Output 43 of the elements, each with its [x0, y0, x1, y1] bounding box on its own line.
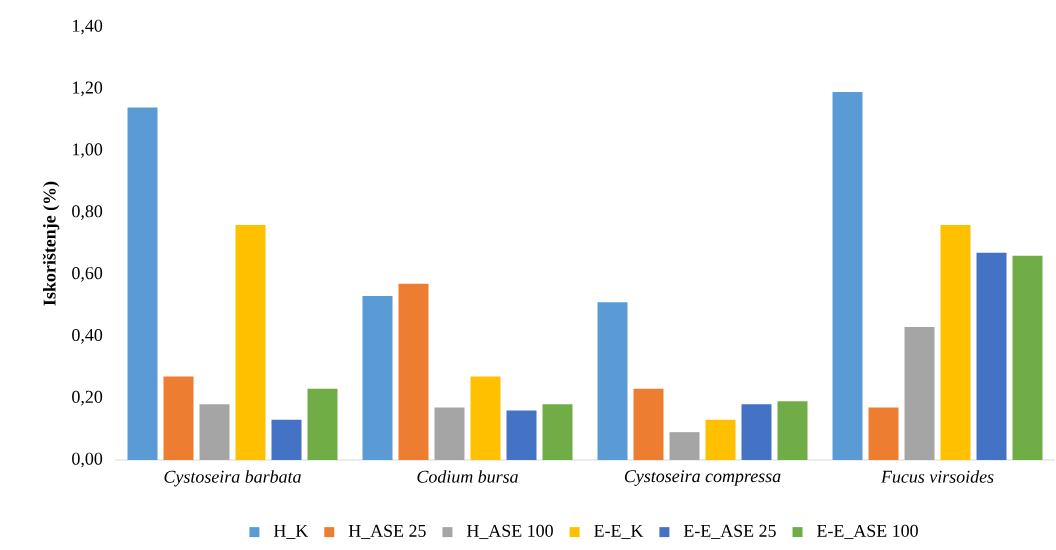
y-tick-label: 0,60 [72, 267, 103, 282]
legend-label: E-E_ASE 25 [683, 524, 776, 540]
bar [868, 407, 899, 460]
y-axis-title: Iskorištenje (%) [42, 181, 60, 306]
bar [597, 302, 628, 460]
y-tick-label: 1,00 [73, 143, 103, 159]
x-tick-label: Cystoseira compressa [624, 470, 781, 486]
bar [199, 404, 230, 460]
bar [271, 419, 302, 460]
y-tick-label: 1,20 [73, 81, 103, 97]
y-tick-label: 0,20 [72, 390, 103, 406]
bar [163, 376, 194, 460]
legend-label: H_ASE 100 [466, 524, 553, 540]
bar [398, 283, 429, 460]
bar [470, 376, 501, 460]
bar [1012, 255, 1043, 460]
bar [633, 388, 664, 460]
legend-label: E-E_ASE 100 [817, 524, 918, 540]
bar [741, 404, 772, 460]
y-tick-label: 0,80 [72, 205, 103, 220]
bar [307, 388, 338, 460]
legend-label: H_ASE 25 [348, 524, 426, 540]
bar [777, 401, 808, 460]
bar [127, 107, 158, 460]
bar [542, 404, 573, 460]
bar [434, 407, 465, 460]
legend-label: E-E_K [594, 524, 644, 539]
bar [669, 432, 700, 460]
bar [362, 296, 393, 460]
bar [940, 224, 971, 460]
bar [904, 327, 935, 460]
legend-label: H_K [273, 524, 309, 539]
x-tick-label: Cystoseira barbata [164, 470, 301, 487]
bar [235, 224, 266, 460]
x-tick-label: Codium bursa [417, 470, 518, 483]
bar [976, 252, 1007, 460]
y-tick-label: 0,00 [72, 452, 103, 468]
y-tick-label: 0,40 [72, 328, 103, 344]
bar [832, 91, 863, 460]
x-tick-label: Fucus virsoides [880, 470, 994, 483]
bar [705, 419, 736, 460]
bar [506, 410, 537, 460]
y-tick-label: 1,40 [73, 19, 103, 35]
